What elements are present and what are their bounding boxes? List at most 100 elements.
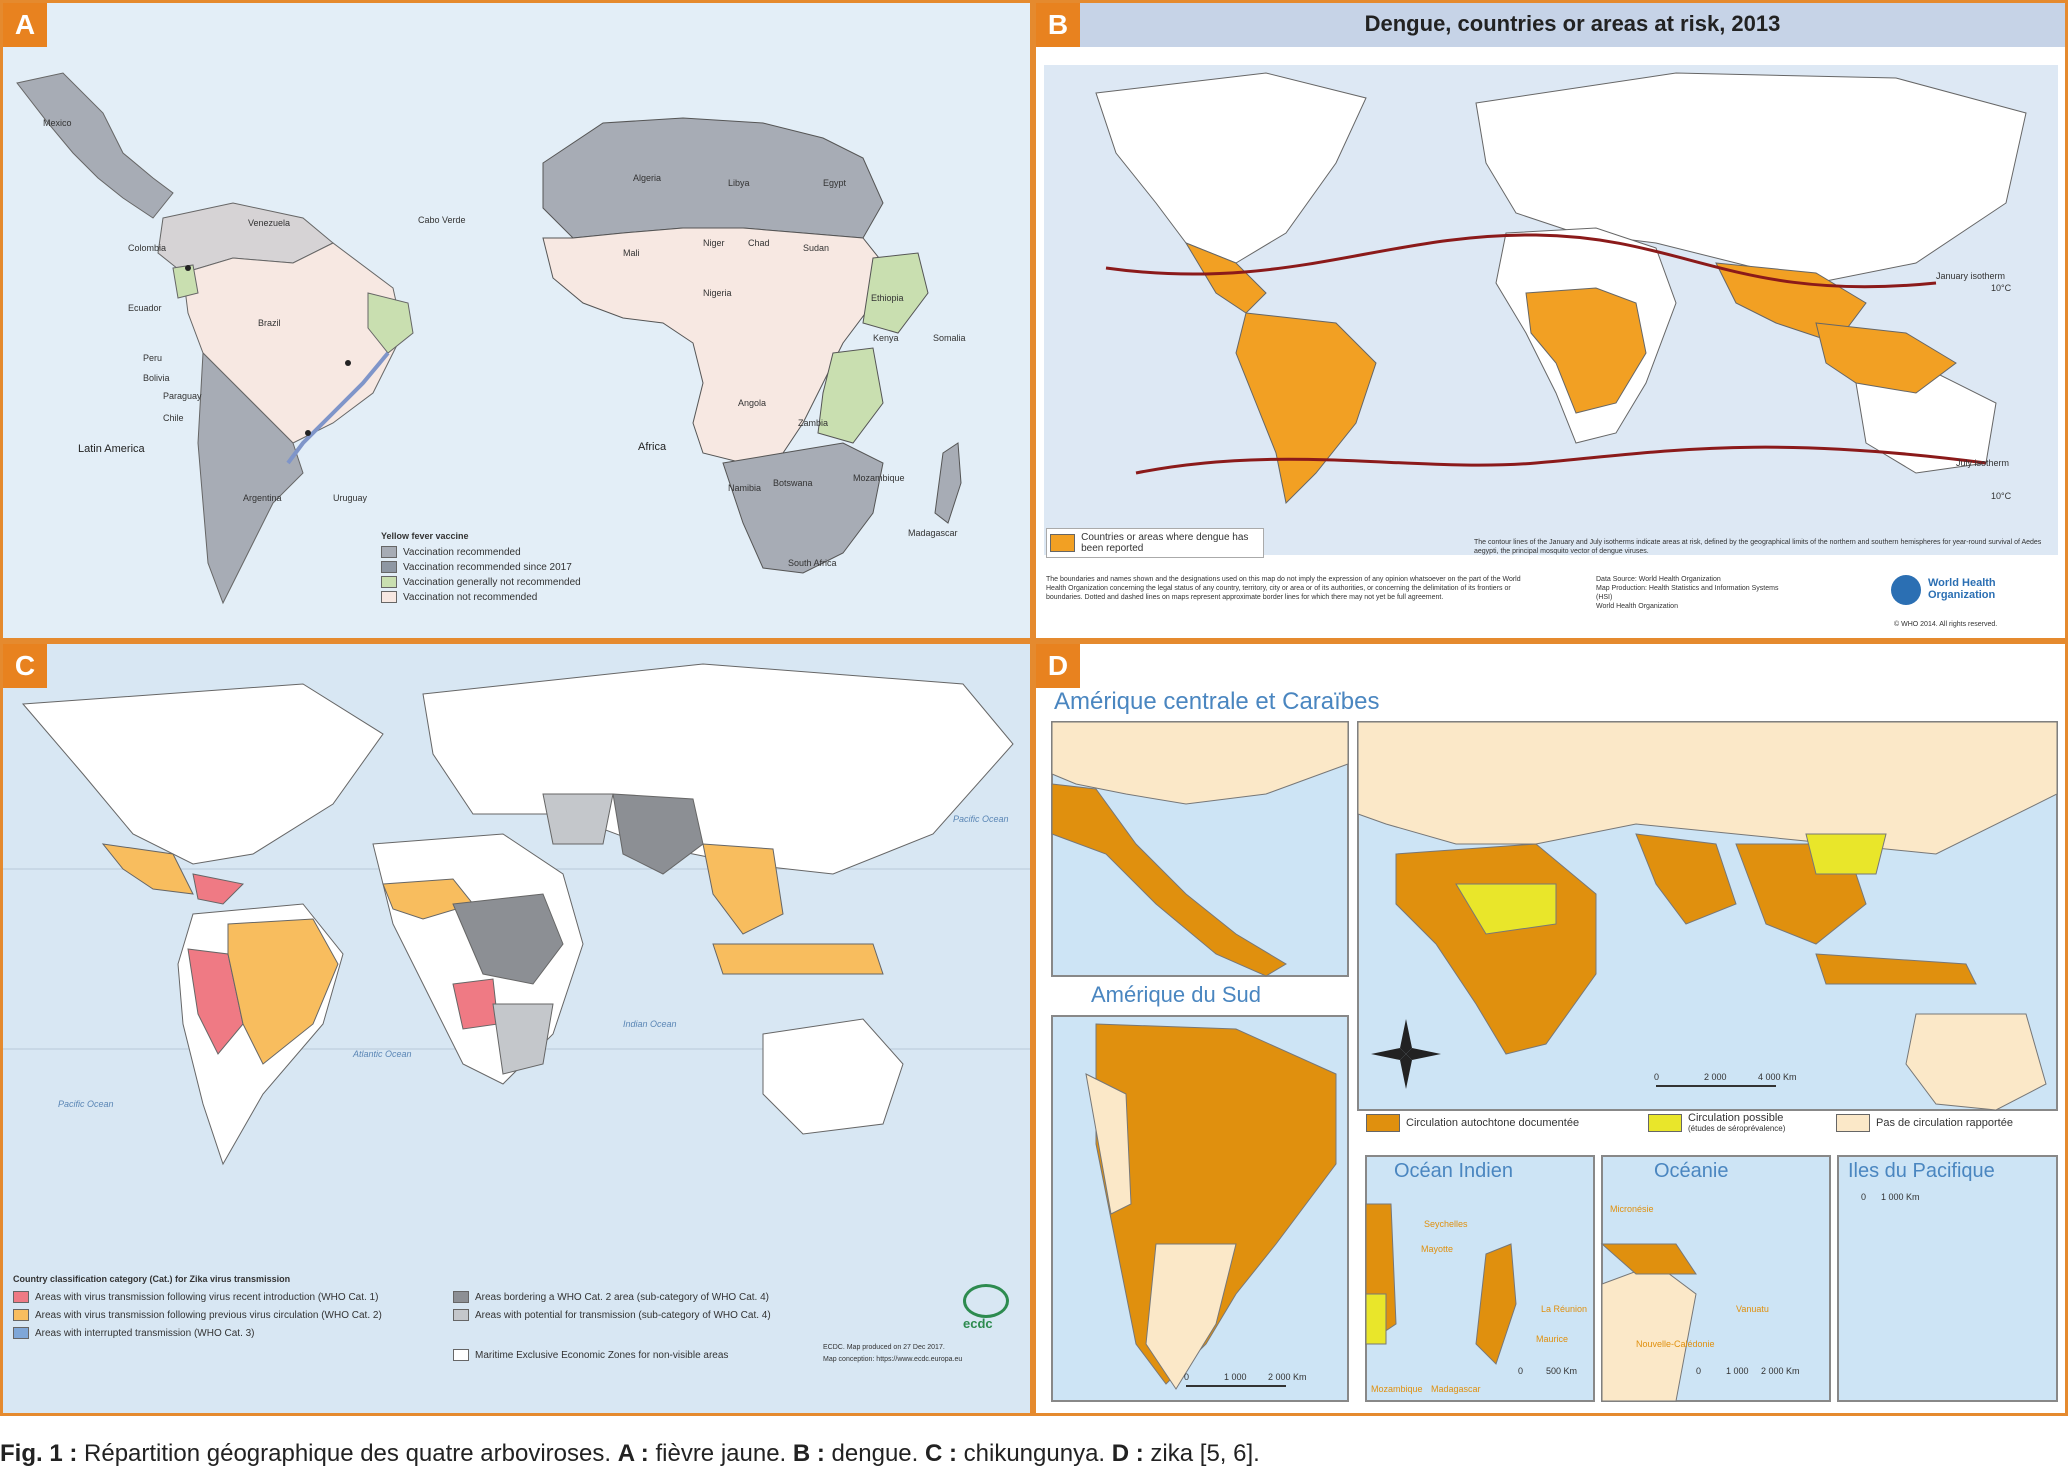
zika-mozambique-possible: [1365, 1293, 1387, 1345]
ocean-label: Pacific Ocean: [58, 1099, 114, 1109]
data-source: Data Source: World Health Organization M…: [1596, 576, 1779, 610]
indian-ocean-title: Océan Indien: [1394, 1160, 1513, 1182]
january-isotherm-line: [1105, 233, 1937, 289]
country-label: Mali: [623, 248, 640, 258]
scale-label: 0: [1518, 1366, 1524, 1376]
scale-label: 0: [1184, 1372, 1190, 1382]
legend-row: Pas de circulation rapportée: [1836, 1114, 2013, 1132]
legend-label: Circulation autochtone documentée: [1406, 1117, 1580, 1129]
legend-label: Vaccination recommended since 2017: [403, 561, 572, 573]
legend-swatch: [453, 1309, 469, 1321]
legend-row: Areas with potential for transmission (s…: [453, 1309, 771, 1321]
panel-d-tag: D: [1036, 644, 1080, 688]
legend-row: Areas with interrupted transmission (WHO…: [13, 1327, 255, 1339]
ocean-label: Indian Ocean: [623, 1019, 677, 1029]
zika-eurasia-none: [1357, 721, 2058, 855]
scale-label: 2 000 Km: [1761, 1366, 1800, 1376]
legend-row: Vaccination generally not recommended: [381, 576, 581, 588]
legend-row: Maritime Exclusive Economic Zones for no…: [453, 1349, 728, 1361]
place-label: Mayotte: [1421, 1244, 1454, 1254]
scale-label: 2 000: [1704, 1072, 1727, 1082]
caption-fig-label: Fig. 1 :: [0, 1440, 78, 1467]
country-label: Namibia: [728, 483, 762, 493]
caption-d-label: D :: [1111, 1440, 1144, 1467]
place-label: Nouvelle-Calédonie: [1636, 1339, 1715, 1349]
country-label: Paraguay: [163, 391, 202, 401]
cat2-africa-west: [382, 878, 474, 920]
legend-swatch: [1366, 1114, 1400, 1132]
country-label: Uruguay: [333, 493, 368, 503]
region-label-africa: Africa: [638, 441, 667, 453]
cat2-brazil: [227, 918, 339, 1065]
country-label: Mozambique: [853, 473, 905, 483]
legend-swatch: [453, 1349, 469, 1361]
cat4-south-asia: [612, 793, 704, 875]
legend-swatch: [381, 546, 397, 558]
country-label: Colombia: [128, 243, 167, 253]
legend-swatch: [381, 591, 397, 603]
country-label: Kenya: [873, 333, 899, 343]
ecdc-logo-text: ecdc: [963, 1316, 993, 1331]
legend-label: Circulation possible: [1688, 1112, 1784, 1124]
ecdc-credit-url: Map conception: https://www.ecdc.europa.…: [823, 1356, 963, 1363]
country-label: Algeria: [633, 173, 662, 183]
scale-label: 0: [1696, 1366, 1702, 1376]
southern-cone: [197, 351, 304, 605]
dengue-africa: [1525, 287, 1647, 414]
panel-b-title: Dengue, countries or areas at risk, 2013: [1364, 11, 1781, 36]
zika-chile-none: [1085, 1073, 1132, 1215]
country-label: Ecuador: [128, 303, 162, 313]
north-america: [1095, 72, 1367, 264]
brazil-coast-line: [286, 351, 390, 465]
january-isotherm-label: January isotherm: [1936, 271, 2006, 281]
legend-row: Circulation autochtone documentée: [1366, 1114, 1579, 1132]
cat2-mexico: [101, 843, 194, 895]
central-america-title: Amérique centrale et Caraïbes: [1054, 688, 1380, 715]
panel-b-tag: B: [1036, 3, 1080, 47]
who-disclaimer: The boundaries and names shown and the d…: [1046, 576, 1521, 601]
dengue-legend: Countries or areas where dengue has been…: [1046, 528, 1264, 558]
dengue-south-america: [1235, 312, 1377, 505]
north-america: [21, 683, 384, 865]
panel-c-map-svg: [3, 663, 1030, 1166]
zika-indonesia: [1815, 953, 1977, 985]
cat1-andes: [187, 948, 244, 1055]
eurasia: [422, 663, 1014, 875]
zika-na-land: [1051, 721, 1349, 805]
legend-row: Vaccination recommended: [381, 546, 521, 558]
panel-b-title-bar: [1080, 3, 2065, 47]
ocean-label: Atlantic Ocean: [353, 1049, 412, 1059]
legend-swatch: [13, 1327, 29, 1339]
africa-central: [542, 227, 884, 464]
scale-label: 500 Km: [1546, 1366, 1578, 1376]
chik-legend-title: Country classification category (Cat.) f…: [13, 1274, 291, 1284]
legend-label: Countries or areas where dengue has been…: [1081, 532, 1249, 554]
cat4-potential-africa-south: [492, 1003, 554, 1075]
scale-label: 1 000: [1726, 1366, 1749, 1376]
scale-label: 0: [1861, 1192, 1867, 1202]
panel-b-map-svg: [1044, 65, 2058, 555]
legend-swatch: [1648, 1113, 1682, 1132]
place-label: Mozambique: [1371, 1384, 1423, 1394]
country-label: Sudan: [803, 243, 830, 253]
country-label: Somalia: [933, 333, 966, 343]
scale-label: 1 000: [1224, 1372, 1247, 1382]
country-label: Ethiopia: [871, 293, 904, 303]
country-label: Nigeria: [703, 288, 732, 298]
legend-swatch: [13, 1291, 29, 1303]
country-label: Mexico: [43, 118, 72, 128]
australia: [762, 1018, 904, 1135]
caption-b-label: B :: [792, 1440, 825, 1467]
country-label: Argentina: [243, 493, 282, 503]
legend-label: Areas with potential for transmission (s…: [475, 1309, 771, 1321]
legend-label: Maritime Exclusive Economic Zones for no…: [475, 1349, 729, 1361]
legend-label: Pas de circulation rapportée: [1876, 1117, 2013, 1129]
panel-a-map-svg: [16, 72, 962, 605]
place-label: Seychelles: [1424, 1219, 1468, 1229]
marker-dot: [305, 430, 311, 436]
place-label: Maurice: [1536, 1334, 1569, 1344]
legend-label: Vaccination generally not recommended: [403, 576, 581, 588]
country-label: Brazil: [258, 318, 281, 328]
dengue-southeast-asia: [1815, 322, 1957, 394]
zika-australia-none: [1905, 1013, 2047, 1111]
